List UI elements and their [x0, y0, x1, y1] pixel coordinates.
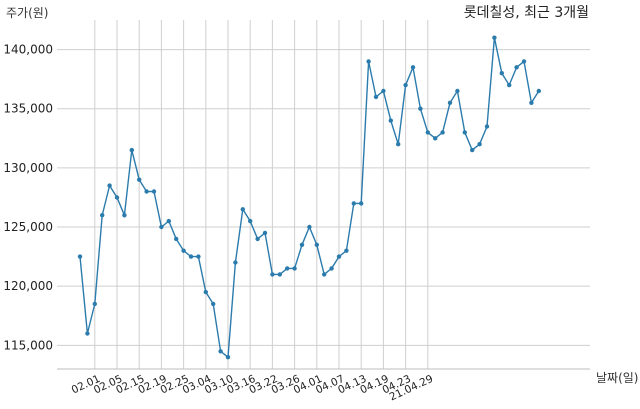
- data-point: [344, 248, 349, 253]
- data-point: [255, 236, 260, 242]
- data-point: [122, 213, 127, 218]
- data-point: [299, 242, 305, 247]
- data-point: [447, 100, 453, 106]
- data-point: [433, 136, 438, 141]
- y-axis-label: 주가(원): [6, 6, 48, 20]
- data-point: [114, 195, 120, 200]
- data-point: [188, 254, 194, 259]
- data-point: [492, 35, 497, 40]
- data-point: [240, 207, 245, 212]
- data-point: [403, 82, 408, 88]
- data-point: [211, 301, 216, 307]
- data-point: [144, 189, 149, 194]
- data-point: [77, 254, 83, 259]
- data-point: [514, 65, 519, 70]
- y-tick-label: 130,000: [3, 161, 53, 175]
- data-point: [225, 355, 231, 360]
- data-point: [425, 130, 430, 135]
- data-point: [285, 266, 290, 271]
- data-point: [159, 224, 164, 230]
- data-point: [151, 189, 157, 194]
- data-point: [381, 88, 386, 94]
- data-point: [477, 142, 482, 147]
- data-point: [174, 236, 179, 242]
- data-point: [292, 266, 297, 271]
- data-point: [366, 59, 371, 64]
- data-point: [521, 59, 527, 64]
- data-point: [470, 147, 475, 153]
- data-point: [440, 130, 445, 135]
- data-point: [92, 301, 98, 307]
- data-point: [262, 230, 268, 236]
- data-point: [484, 124, 490, 129]
- y-tick-label: 120,000: [3, 279, 53, 293]
- y-tick-label: 140,000: [3, 43, 53, 57]
- data-point: [166, 218, 171, 224]
- data-point: [307, 224, 312, 230]
- series-line: [79, 37, 540, 359]
- data-point: [322, 272, 327, 277]
- data-point: [336, 254, 342, 259]
- data-point: [248, 218, 253, 224]
- x-gridlines: [94, 20, 429, 369]
- data-point: [85, 331, 90, 336]
- data-point: [100, 213, 105, 218]
- x-tick-labels: 02.0102.0502.1502.1902.2503.0403.1003.16…: [70, 373, 435, 404]
- data-point: [107, 183, 112, 188]
- data-point: [181, 248, 186, 253]
- data-point: [396, 142, 401, 147]
- data-point: [507, 82, 512, 88]
- data-point: [203, 289, 208, 295]
- data-point: [233, 260, 238, 265]
- y-tick-label: 135,000: [3, 102, 53, 116]
- y-tick-labels: 115,000 120,000 125,000 130,000 135,000 140,0…: [3, 43, 53, 353]
- data-point: [270, 272, 275, 277]
- data-point: [218, 349, 223, 354]
- data-point: [359, 201, 364, 206]
- data-point: [462, 130, 467, 135]
- x-axis-label: 날짜(일): [596, 371, 638, 385]
- data-point: [137, 177, 142, 182]
- data-point: [351, 201, 356, 206]
- data-point: [129, 147, 134, 153]
- data-point: [388, 118, 393, 123]
- data-point: [499, 71, 504, 76]
- data-point: [196, 254, 201, 259]
- data-point: [410, 65, 416, 70]
- data-point: [329, 266, 334, 271]
- data-point: [277, 272, 282, 277]
- y-tick-label: 125,000: [3, 220, 53, 234]
- y-tick-label: 115,000: [3, 338, 53, 352]
- data-points: [77, 35, 541, 360]
- data-point: [536, 88, 541, 94]
- data-point: [529, 100, 534, 106]
- data-point: [418, 106, 423, 111]
- data-point: [373, 94, 379, 100]
- data-point: [314, 242, 319, 247]
- y-gridlines: [57, 49, 590, 346]
- chart-title: 롯데칠성, 최근 3개월: [464, 5, 589, 21]
- data-point: [455, 88, 460, 94]
